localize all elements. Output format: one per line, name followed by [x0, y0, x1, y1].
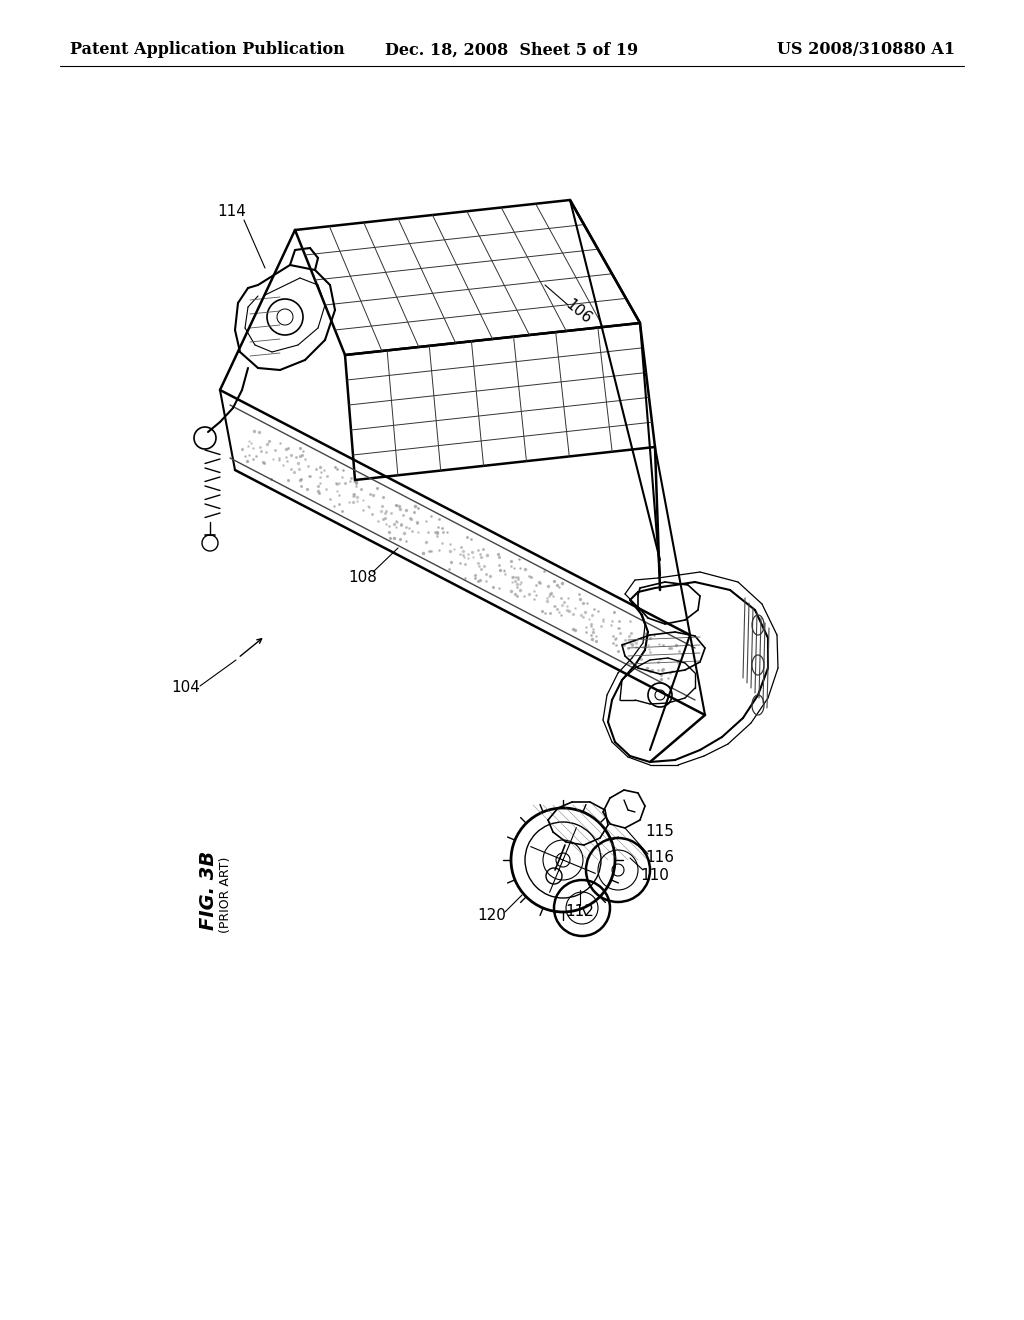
Text: 120: 120 [477, 908, 507, 924]
Text: 104: 104 [172, 681, 201, 696]
Text: Dec. 18, 2008  Sheet 5 of 19: Dec. 18, 2008 Sheet 5 of 19 [385, 41, 639, 58]
Text: (PRIOR ART): (PRIOR ART) [218, 857, 231, 933]
Text: 110: 110 [641, 869, 670, 883]
Text: 108: 108 [348, 569, 378, 585]
Text: FIG. 3B: FIG. 3B [199, 850, 217, 929]
Text: 116: 116 [645, 850, 675, 866]
Text: 114: 114 [217, 205, 247, 219]
Text: 115: 115 [645, 825, 675, 840]
Text: US 2008/310880 A1: US 2008/310880 A1 [777, 41, 955, 58]
Text: Patent Application Publication: Patent Application Publication [70, 41, 345, 58]
Text: 106: 106 [562, 297, 594, 327]
Text: 112: 112 [565, 904, 595, 920]
